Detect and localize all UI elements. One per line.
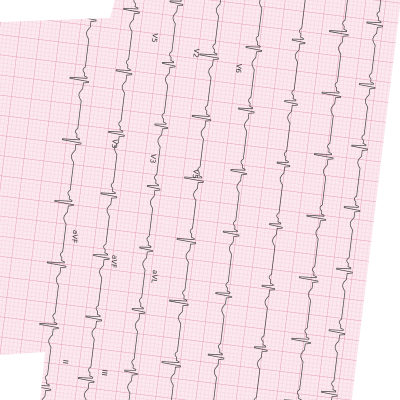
lead-label: V5: [191, 169, 200, 179]
paper-cutout: [0, 0, 115, 22]
lead-label: V2: [191, 48, 200, 58]
lead-label: aVL: [150, 270, 160, 284]
ecg-trace: [313, 0, 383, 400]
ecg-trace: [31, 0, 105, 400]
ecg-trace: [246, 0, 313, 400]
paper-cutout: [0, 352, 45, 400]
lead-label: aVF: [109, 255, 119, 269]
ecg-trace: [77, 0, 140, 400]
lead-label: III: [100, 369, 109, 376]
lead-label: V3: [148, 153, 157, 163]
ecg-trace: [153, 0, 227, 400]
traces: [31, 0, 383, 400]
ecg-trace: [200, 0, 270, 400]
lead-label: V6: [234, 63, 243, 74]
ecg-trace: [283, 0, 349, 400]
lead-label: aVF: [70, 230, 80, 244]
lead-label: V3: [110, 139, 119, 149]
lead-label: V5: [150, 33, 159, 43]
lead-label: II: [61, 359, 69, 364]
ecg-trace: [117, 0, 184, 400]
